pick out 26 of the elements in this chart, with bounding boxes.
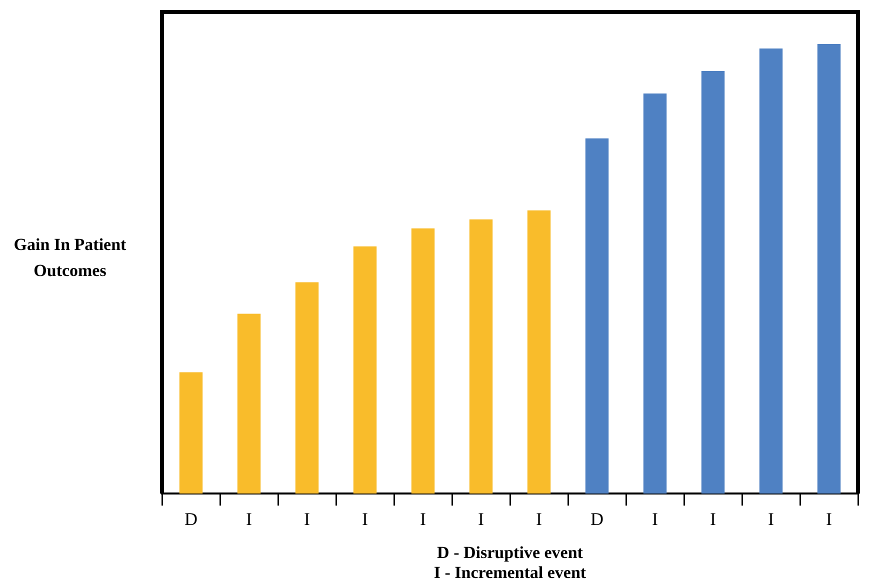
x-tick-label: I <box>362 509 368 530</box>
bar <box>701 70 725 494</box>
x-axis-title: D - Disruptive event I - Incremental event <box>434 542 586 582</box>
x-tick-label: I <box>768 509 774 530</box>
bar <box>759 48 783 494</box>
x-tick-label: I <box>536 509 542 530</box>
bar <box>643 93 667 494</box>
bar <box>353 246 377 494</box>
bar <box>295 282 319 494</box>
bar <box>237 314 261 494</box>
x-tick-label: I <box>304 509 310 530</box>
x-tick-label: D <box>590 509 604 530</box>
x-tick-label: I <box>246 509 252 530</box>
x-tick-label: I <box>652 509 658 530</box>
x-tick-label: D <box>184 509 198 530</box>
x-tick-label: I <box>420 509 426 530</box>
bar <box>179 372 203 494</box>
bar <box>411 228 435 494</box>
x-tick-label: I <box>710 509 716 530</box>
bar <box>527 210 551 494</box>
bar <box>585 138 609 494</box>
bar <box>817 44 841 494</box>
y-axis-title: Gain In Patient Outcomes <box>12 234 128 282</box>
bar <box>469 219 493 494</box>
x-tick-label: I <box>826 509 832 530</box>
x-tick-label: I <box>478 509 484 530</box>
